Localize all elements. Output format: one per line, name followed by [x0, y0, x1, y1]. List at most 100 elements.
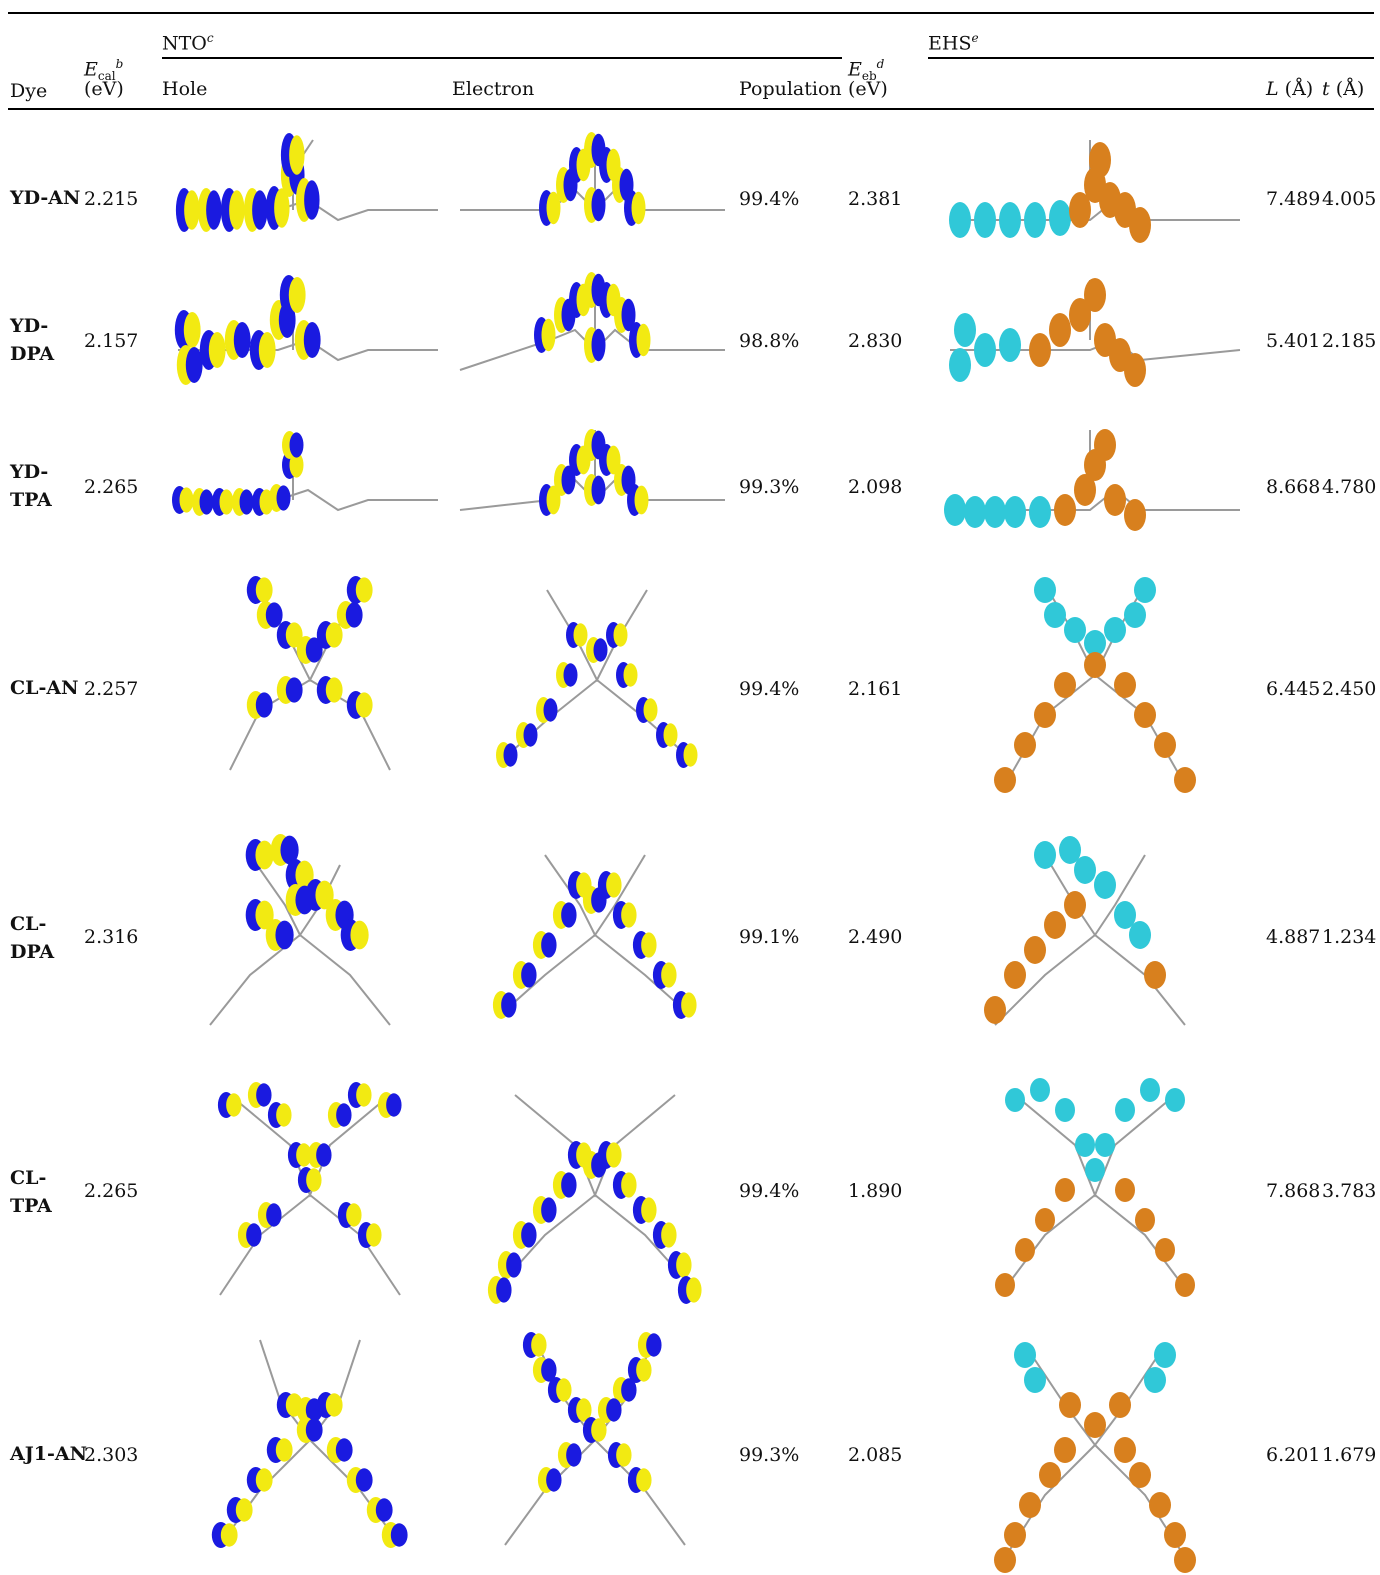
- ecal-value: 2.157: [84, 330, 139, 352]
- orbital-lobe: [561, 1172, 577, 1198]
- orbital-lobe: [246, 1223, 262, 1247]
- orbital-lobe: [541, 932, 557, 958]
- hole-density-lobe: [1104, 617, 1126, 643]
- t-value: 1.679: [1322, 1444, 1377, 1466]
- header-hole: Hole: [162, 78, 208, 100]
- orbital-lobe: [289, 452, 304, 478]
- orbital-lobe: [606, 872, 622, 898]
- orbital-lobe: [208, 332, 226, 368]
- header-electron: Electron: [452, 78, 535, 100]
- electron-density-lobe: [1124, 353, 1146, 387]
- orbital-lobe: [616, 1443, 632, 1467]
- hole-density-lobe: [1049, 200, 1071, 236]
- orbital-lobe: [184, 190, 200, 230]
- hole-nto-image: [174, 275, 438, 385]
- hole-nto-image: [217, 1082, 402, 1296]
- orbital-lobe: [621, 1378, 637, 1402]
- hole-density-lobe: [1004, 496, 1026, 528]
- orbital-lobe: [541, 1197, 557, 1223]
- header-ecal: Ecalb: [84, 57, 124, 84]
- hole-density-lobe: [1084, 630, 1106, 656]
- hole-density-lobe: [1030, 1078, 1050, 1102]
- table-row: YD- DPA 2.157 98.8% 2.830 5.401 2.185: [0, 260, 1380, 410]
- electron-density-lobe: [1124, 499, 1146, 531]
- L-value: 7.489: [1266, 188, 1321, 210]
- hole-density-lobe: [1074, 856, 1096, 884]
- electron-density-lobe: [1175, 1273, 1195, 1297]
- nto-group-rule: [162, 57, 842, 59]
- ecal-value: 2.257: [84, 678, 139, 700]
- hole-density-lobe: [1055, 1098, 1075, 1122]
- hole-density-lobe: [1095, 1133, 1115, 1157]
- hole-density-lobe: [1094, 871, 1116, 899]
- electron-density-lobe: [1049, 313, 1071, 347]
- orbital-lobe: [683, 743, 698, 767]
- orbital-lobe: [239, 489, 254, 515]
- population-value: 99.4%: [739, 678, 800, 700]
- orbital-lobe: [325, 677, 343, 703]
- orbital-lobe: [258, 332, 276, 368]
- eeb-value: 2.085: [848, 1444, 903, 1466]
- orbital-lobe: [289, 432, 304, 458]
- t-value: 2.450: [1322, 678, 1377, 700]
- hole-density-lobe: [1115, 1098, 1135, 1122]
- header-eeb-unit: (eV): [848, 78, 888, 100]
- electron-density-lobe: [1114, 1437, 1136, 1463]
- electron-nto-image: [504, 1332, 686, 1546]
- eeb-value: 2.381: [848, 188, 903, 210]
- orbital-lobe: [521, 962, 537, 988]
- population-value: 99.3%: [739, 476, 800, 498]
- t-value: 3.783: [1322, 1180, 1377, 1202]
- hole-nto-image: [209, 834, 391, 1026]
- electron-density-lobe: [1035, 1208, 1055, 1232]
- electron-density-lobe: [995, 1273, 1015, 1297]
- dye-name: AJ1-AN: [10, 1443, 87, 1465]
- orbital-lobe: [541, 318, 556, 352]
- orbital-lobe: [606, 1142, 622, 1168]
- table-row: CL-AN 2.257 99.4% 2.161 6.445 2.450: [0, 560, 1380, 810]
- ehs-group-rule: [928, 57, 1374, 59]
- header-population: Population: [739, 78, 842, 100]
- electron-density-lobe: [1144, 961, 1166, 989]
- orbital-lobe: [316, 1143, 332, 1167]
- orbital-lobe: [646, 1333, 662, 1357]
- orbital-lobe: [275, 1438, 293, 1462]
- orbital-lobe: [621, 1172, 637, 1198]
- ecal-value: 2.265: [84, 476, 139, 498]
- orbital-lobe: [390, 1523, 408, 1547]
- orbital-lobe: [375, 1498, 393, 1522]
- orbital-lobe: [356, 1083, 372, 1107]
- electron-density-lobe: [1055, 1178, 1075, 1202]
- ehs-image: [949, 278, 1241, 387]
- orbital-lobe: [289, 135, 305, 175]
- hole-density-lobe: [984, 496, 1006, 528]
- orbital-lobe: [255, 840, 274, 870]
- header-L: L (Å): [1266, 78, 1314, 100]
- population-value: 99.3%: [739, 1444, 800, 1466]
- L-value: 8.668: [1266, 476, 1321, 498]
- hole-nto-image: [229, 576, 391, 771]
- electron-density-lobe: [1054, 672, 1076, 698]
- eeb-value: 2.830: [848, 330, 903, 352]
- dye-name: YD-AN: [10, 187, 81, 209]
- header-dye: Dye: [10, 80, 48, 102]
- orbital-lobe: [636, 1468, 652, 1492]
- electron-density-lobe: [1014, 732, 1036, 758]
- electron-nto-image: [496, 589, 698, 768]
- electron-density-lobe: [1029, 333, 1051, 367]
- hole-nto-image: [172, 431, 438, 516]
- table-row: CL- TPA 2.265 99.4% 1.890 7.868 3.783: [0, 1050, 1380, 1320]
- header-ecal-unit: (eV): [84, 78, 124, 100]
- header-bottom-rule: [8, 108, 1374, 110]
- electron-density-lobe: [1064, 891, 1086, 919]
- orbital-lobe: [285, 677, 303, 703]
- population-value: 99.1%: [739, 926, 800, 948]
- hole-density-lobe: [1044, 602, 1066, 628]
- eeb-value: 1.890: [848, 1180, 903, 1202]
- hole-density-lobe: [1154, 1342, 1176, 1368]
- orbital-lobe: [235, 1498, 253, 1522]
- electron-density-lobe: [1129, 207, 1151, 243]
- electron-density-lobe: [1074, 474, 1096, 506]
- orbital-lobe: [523, 723, 538, 747]
- electron-density-lobe: [1084, 278, 1106, 312]
